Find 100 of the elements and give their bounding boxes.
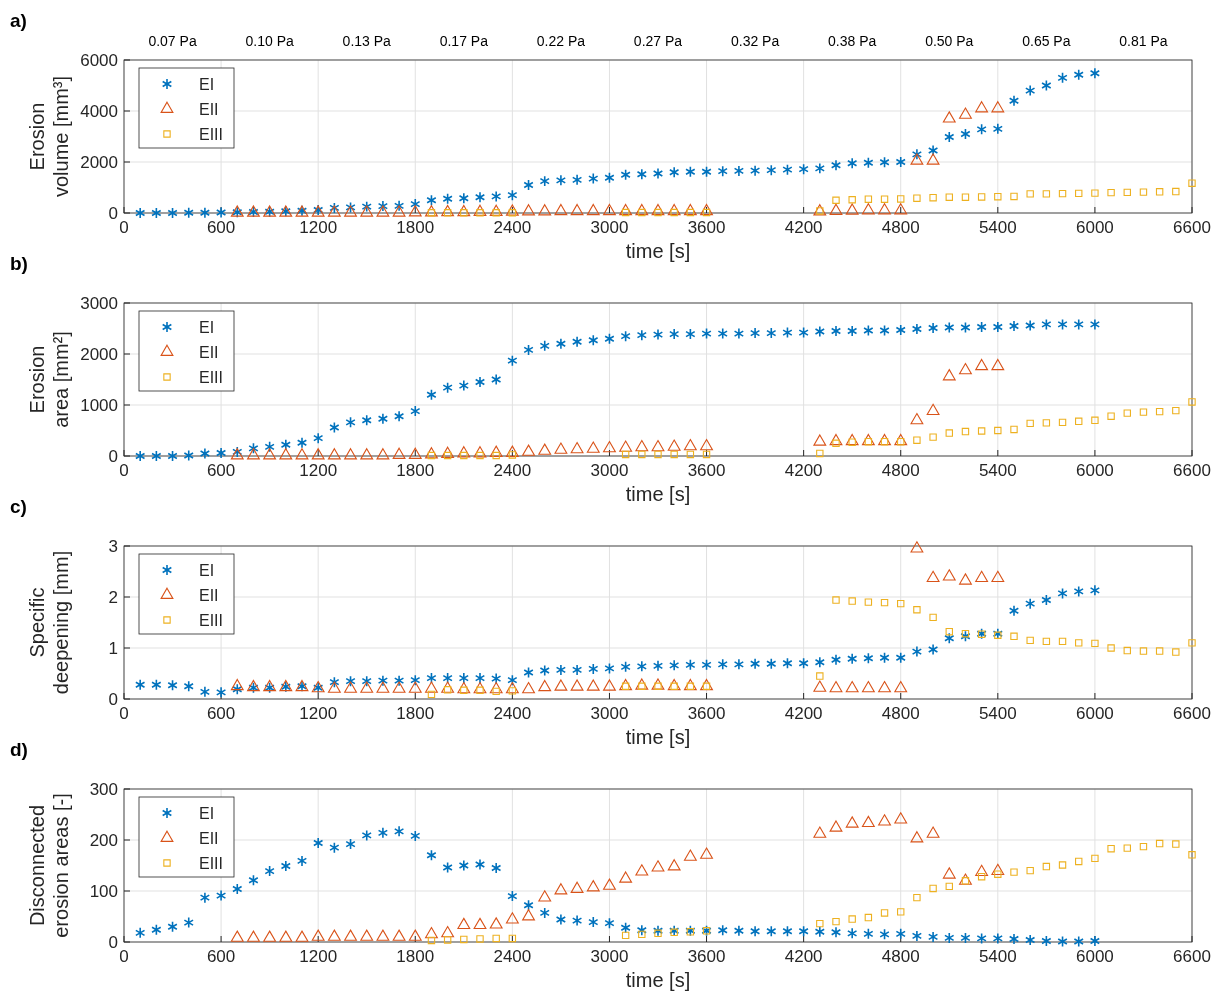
point (570, 679, 584, 691)
point (393, 825, 405, 838)
y-axis-title: Erosion volume [mm³] (26, 75, 72, 198)
point (296, 855, 308, 867)
point (620, 921, 631, 934)
point (991, 570, 1005, 583)
point (1042, 637, 1051, 646)
point (441, 204, 455, 217)
point (683, 849, 697, 861)
point (683, 203, 697, 216)
x-tick-label: 6000 (1075, 218, 1114, 237)
point (848, 196, 856, 204)
point (652, 924, 664, 937)
point (910, 412, 924, 425)
point (1008, 604, 1020, 617)
point (1041, 594, 1052, 606)
point (604, 332, 615, 345)
point (408, 929, 422, 941)
point (474, 858, 486, 871)
point (426, 849, 437, 862)
point (897, 599, 905, 608)
point (929, 613, 937, 622)
point (586, 441, 600, 453)
point (897, 195, 905, 203)
point (717, 924, 728, 937)
point (492, 934, 500, 943)
point (491, 862, 502, 874)
point (895, 324, 906, 336)
point (635, 203, 649, 216)
point (929, 193, 937, 202)
point (538, 443, 552, 455)
text: 0.50 Pa (925, 33, 974, 49)
point (652, 660, 664, 672)
point (491, 672, 502, 685)
point (749, 327, 761, 339)
point (151, 923, 162, 936)
legend-label: EIII (199, 612, 224, 629)
point (829, 433, 843, 446)
point (1172, 648, 1180, 656)
point (863, 156, 874, 169)
point (975, 570, 989, 583)
point (1155, 839, 1164, 848)
point (651, 203, 665, 216)
point (1041, 318, 1052, 331)
y-tick-label: 2000 (80, 345, 118, 364)
point (425, 927, 438, 939)
point (571, 914, 583, 927)
point (507, 189, 518, 201)
point (976, 321, 987, 333)
x-tick-label: 6600 (1173, 461, 1211, 480)
point (1075, 639, 1083, 647)
chart-title: c) (10, 496, 27, 517)
y-tick-label: 0 (108, 204, 118, 223)
point (959, 362, 972, 375)
point (344, 929, 357, 941)
point (733, 327, 745, 340)
point (376, 205, 390, 217)
x-tick-label: 1800 (396, 704, 435, 723)
point (1123, 409, 1131, 417)
point (816, 672, 824, 680)
point (604, 662, 615, 675)
x-tick-label: 1200 (299, 218, 338, 237)
point (135, 450, 146, 462)
x-tick-label: 2400 (493, 461, 532, 480)
point (845, 816, 859, 828)
point (926, 153, 940, 165)
point (408, 447, 422, 459)
point (880, 195, 889, 203)
point (700, 847, 713, 859)
point (894, 812, 908, 824)
point (507, 354, 518, 367)
point (539, 664, 550, 677)
point (911, 323, 923, 335)
point (766, 327, 777, 339)
point (861, 815, 875, 828)
point (473, 681, 487, 694)
text: 0.22 Pa (536, 33, 586, 49)
legend-label: EIII (199, 126, 224, 143)
point (476, 935, 484, 943)
point (910, 831, 924, 843)
point (879, 928, 890, 941)
point (1057, 72, 1068, 84)
point (426, 389, 437, 401)
point (1089, 67, 1101, 80)
point (766, 164, 777, 176)
point (798, 163, 809, 175)
chart-title: b) (10, 253, 28, 274)
point (151, 678, 162, 691)
point (230, 930, 244, 942)
point (992, 932, 1003, 945)
text: 0.32 Pa (730, 33, 780, 49)
x-tick-label: 5400 (978, 218, 1017, 237)
point (443, 936, 452, 944)
point (832, 917, 840, 926)
point (686, 450, 695, 459)
point (861, 203, 875, 215)
point (392, 681, 406, 693)
point (329, 841, 340, 854)
x-tick-label: 6000 (1075, 461, 1114, 480)
point (991, 358, 1005, 371)
